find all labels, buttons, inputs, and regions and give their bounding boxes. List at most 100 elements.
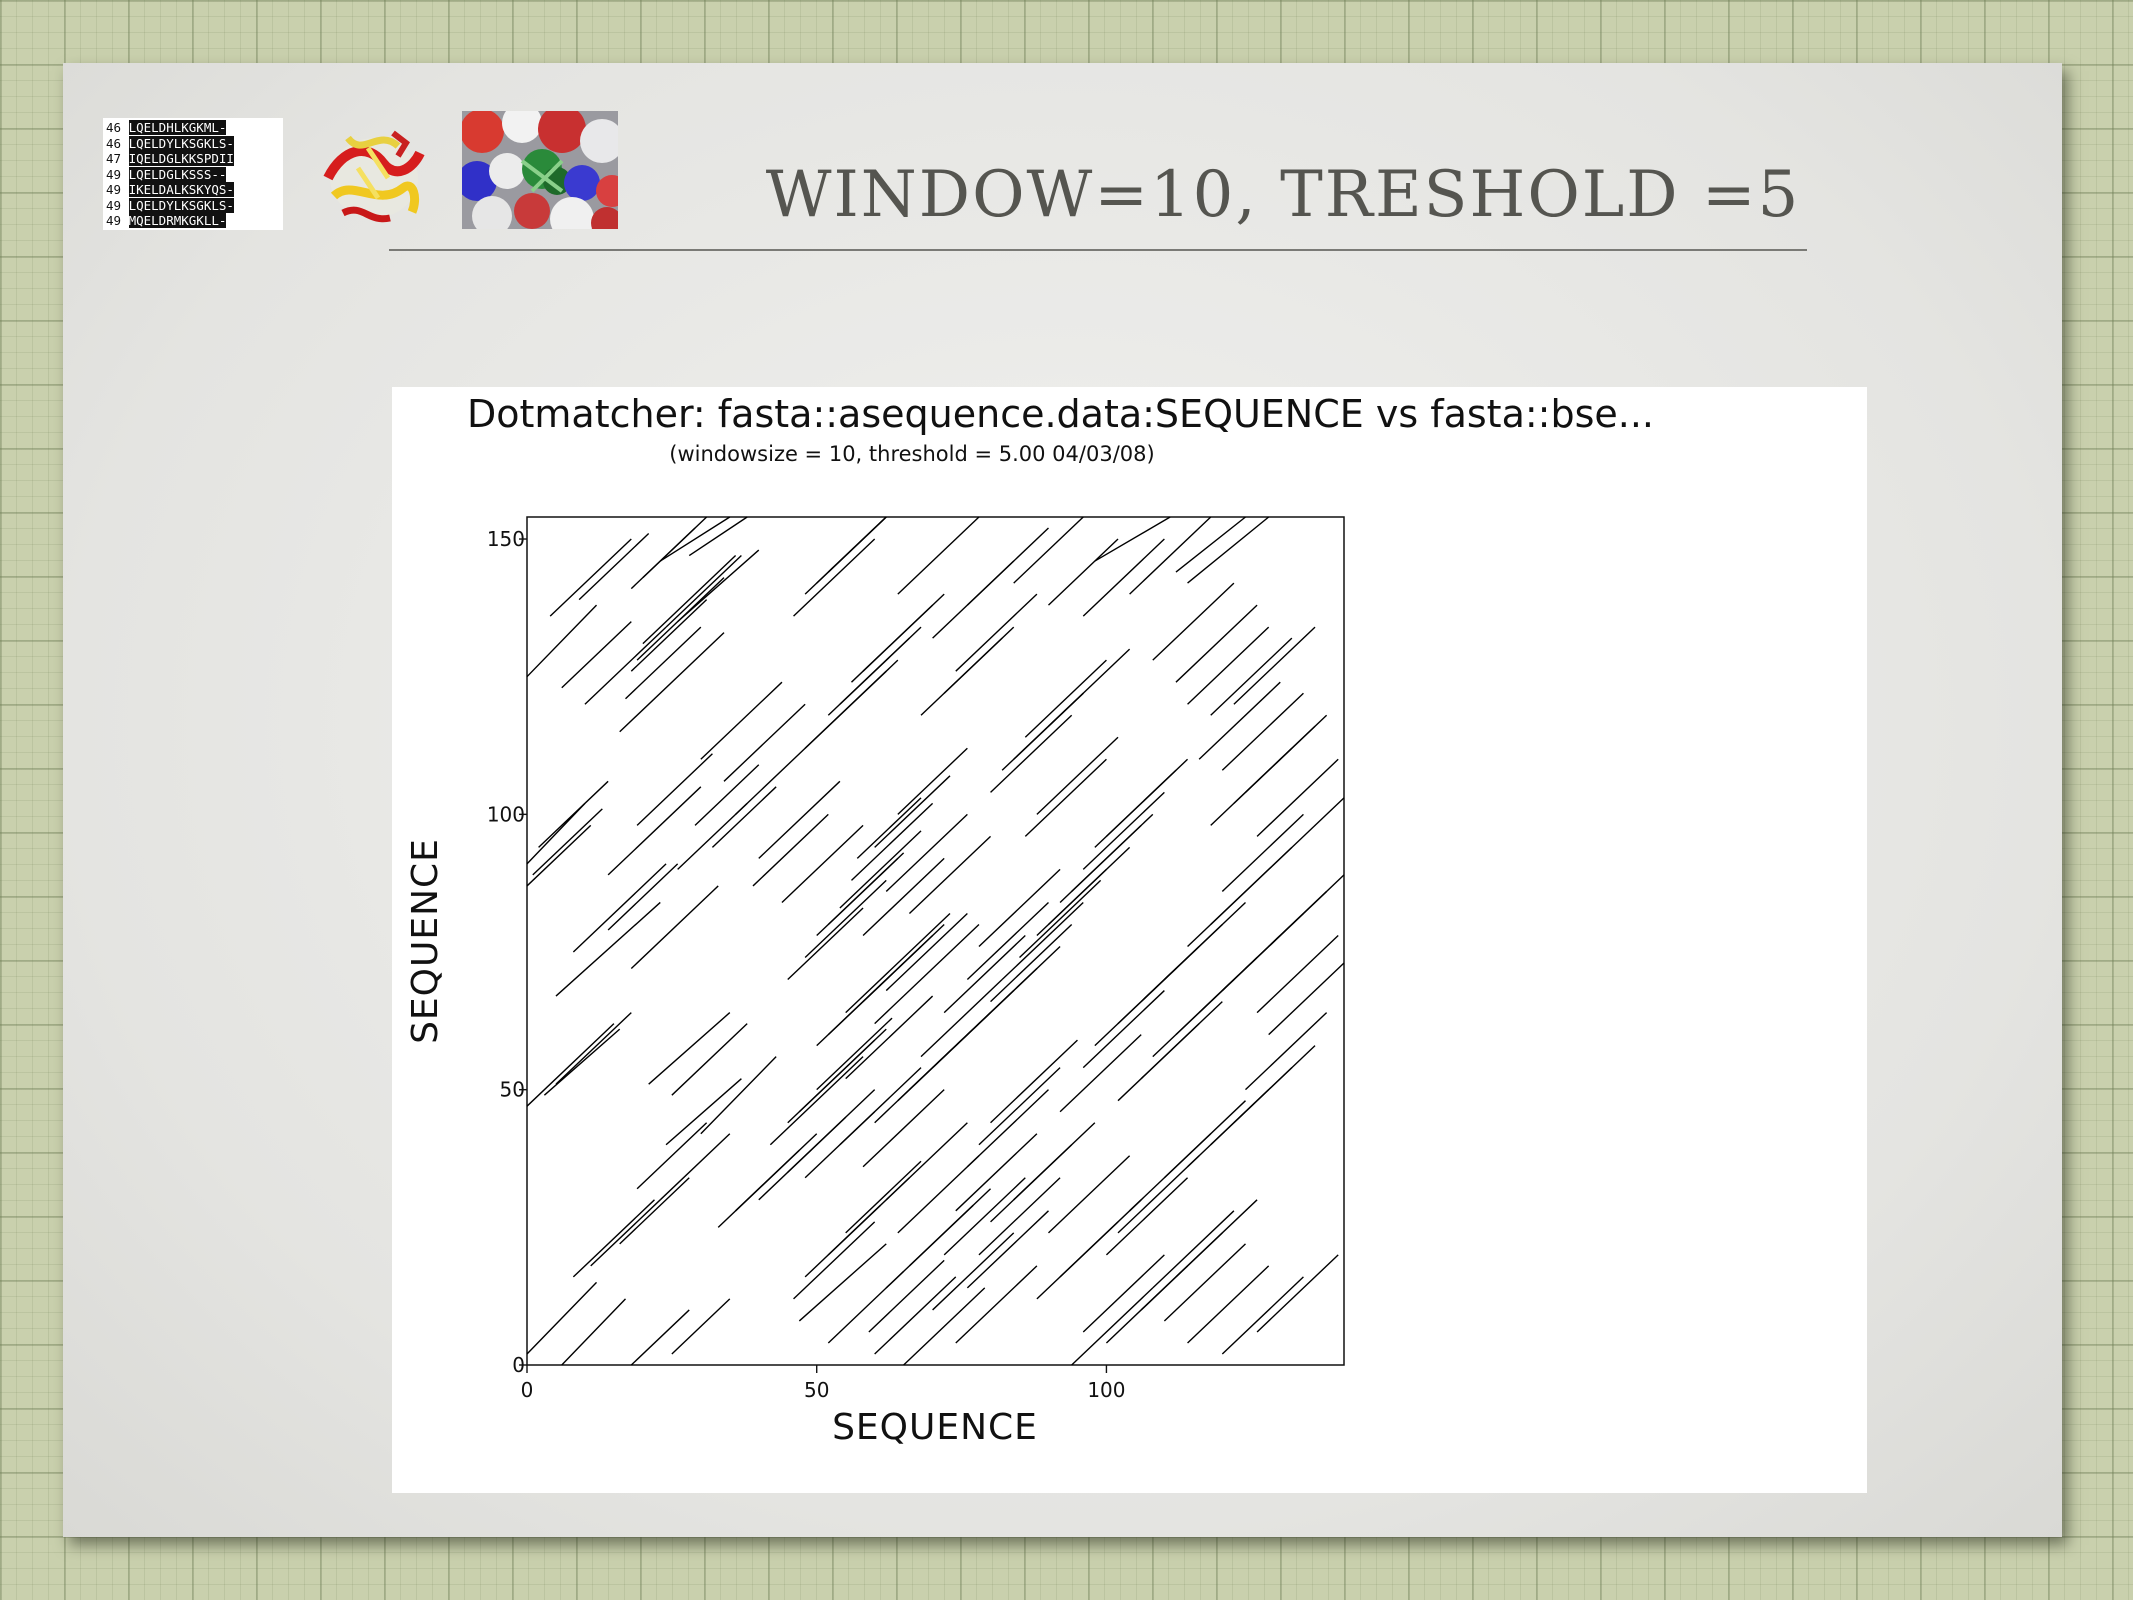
match-segment: [798, 1243, 887, 1322]
match-segment: [532, 808, 603, 876]
match-segment: [607, 863, 679, 931]
match-segment: [955, 593, 1038, 672]
chart-title: Dotmatcher: fasta::asequence.data:SEQUEN…: [467, 392, 1654, 436]
alignment-row-sequence: LQELDYLKSGKLS-: [128, 135, 234, 151]
match-segment: [827, 516, 887, 573]
match-segment: [677, 549, 760, 623]
match-segment: [966, 901, 1049, 981]
match-segment: [1175, 604, 1258, 683]
dotplot-chart: Dotmatcher: fasta::asequence.data:SEQUEN…: [405, 392, 1654, 1448]
match-segment: [625, 626, 702, 700]
match-segment: [735, 1133, 818, 1212]
match-segment: [694, 764, 760, 826]
match-segment: [671, 1298, 731, 1355]
chart-subtitle: (windowsize = 10, threshold = 5.00 04/03…: [669, 442, 1154, 466]
match-segment: [966, 527, 1049, 606]
match-segment: [1187, 868, 1270, 948]
match-segment: [781, 824, 864, 903]
match-segment: [671, 1023, 748, 1096]
y-tick-label: 0: [512, 1353, 525, 1377]
match-segment: [943, 934, 1026, 1014]
match-segment: [1187, 626, 1270, 705]
y-axis-label: SEQUENCE: [405, 838, 446, 1044]
match-segment: [711, 786, 777, 848]
match-segment: [526, 1023, 615, 1107]
title-underline: [389, 249, 1807, 251]
match-segment: [572, 863, 667, 953]
alignment-row-sequence: LQELDYLKSGKLS-: [128, 197, 234, 213]
match-segment: [584, 626, 667, 705]
match-segment: [1071, 1287, 1154, 1366]
match-segment: [526, 604, 598, 678]
match-segment: [700, 1056, 777, 1135]
match-segment: [798, 1028, 887, 1113]
match-segment: [862, 1089, 945, 1168]
match-segment: [908, 835, 992, 914]
match-segment: [619, 632, 725, 733]
match-segment: [538, 780, 609, 848]
match-segment: [955, 1133, 1038, 1212]
alignment-row-number: 49: [106, 197, 129, 213]
match-segment: [1221, 692, 1304, 771]
match-segment: [1082, 990, 1165, 1069]
alignment-row: 49 MQELDRMKGKLL-: [103, 213, 283, 229]
match-segment: [526, 1281, 598, 1355]
match-segment: [1152, 1210, 1235, 1289]
match-segment: [1245, 1012, 1328, 1091]
match-segment: [723, 703, 806, 782]
match-segment: [851, 802, 934, 881]
match-segment: [816, 1017, 893, 1091]
match-segment: [636, 1122, 708, 1190]
match-segment: [1256, 758, 1339, 837]
dotplot-segments: [526, 516, 1345, 1366]
match-segment: [1152, 582, 1235, 661]
match-segment: [903, 1287, 986, 1366]
match-segment: [648, 1012, 731, 1085]
alignment-row-number: 46: [106, 120, 129, 135]
match-segment: [966, 1210, 1049, 1289]
match-segment: [862, 857, 945, 937]
alignment-row-sequence: IQELDGLKKSPDII: [128, 151, 234, 166]
match-segment: [874, 1276, 957, 1355]
match-segment: [1105, 758, 1189, 837]
match-segment: [1117, 1155, 1200, 1234]
alignment-row: 49 IKELDALKSKYQS-: [103, 182, 283, 198]
match-segment: [735, 736, 818, 815]
match-segment: [1221, 1276, 1304, 1355]
match-segment: [1024, 659, 1107, 738]
match-segment: [787, 907, 864, 981]
match-segment: [642, 555, 737, 645]
match-segment: [1187, 516, 1270, 584]
x-axis-ticks: 0 50 100: [521, 1365, 1126, 1402]
match-segment: [1175, 1199, 1258, 1278]
match-segment: [1094, 968, 1177, 1047]
match-segment: [1001, 901, 1084, 981]
match-segment: [978, 1067, 1061, 1146]
match-segment: [630, 885, 719, 970]
match-segment: [1175, 516, 1246, 573]
match-segment: [943, 1177, 1026, 1256]
match-segment: [1233, 1045, 1316, 1124]
match-segment: [787, 1089, 876, 1173]
match-segment: [561, 1298, 627, 1366]
match-segment: [630, 1309, 690, 1366]
match-segment: [1082, 1254, 1165, 1333]
match-segment: [1071, 813, 1154, 892]
match-segment: [1198, 681, 1281, 760]
match-segment: [1094, 516, 1171, 562]
match-segment: [1105, 1177, 1189, 1256]
match-segment: [966, 1089, 1049, 1168]
match-segment: [688, 516, 748, 557]
alignment-row: 49 LQELDGLKSSS--: [103, 166, 283, 183]
match-segment: [543, 1028, 621, 1096]
alignment-thumbnail: 46 LQELDHLKGKML- 46 LQELDYLKSGKLS- 47 IQEL…: [103, 118, 283, 230]
x-tick-label: 100: [1087, 1378, 1125, 1402]
match-segment: [619, 1177, 690, 1245]
match-segment: [827, 852, 905, 925]
match-segment: [1221, 813, 1304, 892]
match-segment: [1140, 1001, 1223, 1080]
match-segment: [659, 1133, 731, 1201]
alignment-row: 46 LQELDHLKGKML-: [103, 120, 283, 136]
match-segment: [978, 868, 1061, 948]
match-segment: [793, 1221, 876, 1300]
